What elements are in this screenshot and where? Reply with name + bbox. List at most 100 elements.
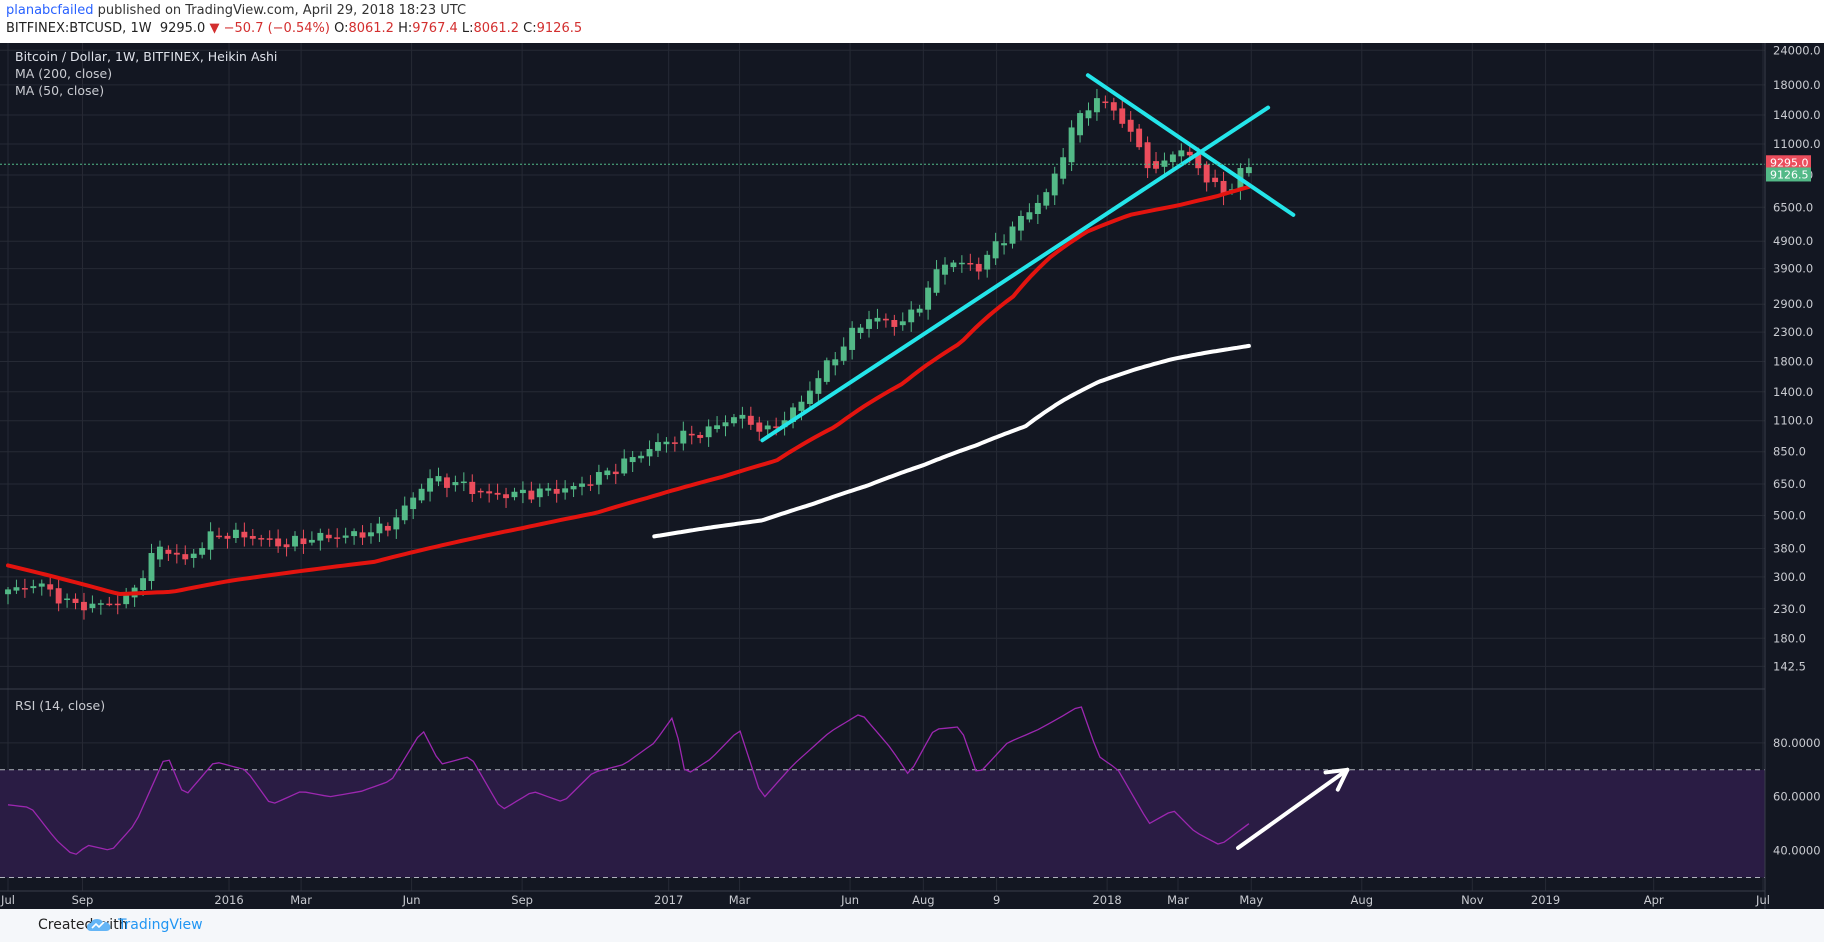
rsi-tick-label: 40.0000 — [1773, 844, 1821, 858]
candle — [519, 481, 526, 504]
price-axis[interactable]: 24000.018000.014000.011000.08500.06500.0… — [1773, 43, 1821, 673]
time-tick-label: Mar — [729, 893, 751, 907]
candle — [384, 522, 391, 537]
candle — [1060, 148, 1067, 185]
candle — [823, 357, 830, 385]
candle — [165, 545, 172, 562]
candle — [460, 472, 467, 492]
candle — [114, 594, 121, 615]
trendline[interactable] — [1085, 73, 1296, 217]
candle — [815, 370, 822, 404]
price-tick-label: 2300.0 — [1773, 325, 1813, 339]
candle — [334, 528, 341, 548]
price-change: −50.7 (−0.54%) — [223, 21, 330, 36]
candle — [427, 469, 434, 502]
close-label: C: — [523, 21, 537, 36]
candle — [950, 260, 957, 272]
trendlines — [760, 73, 1296, 443]
price-tick-label: 650.0 — [1773, 477, 1806, 491]
candle — [1169, 151, 1176, 169]
tradingview-brand-link[interactable]: TradingView — [118, 917, 203, 933]
candle — [604, 467, 611, 480]
candle — [503, 487, 509, 508]
rsi-line — [7, 706, 1250, 855]
open-value: 8061.2 — [348, 21, 394, 36]
candle — [1220, 171, 1227, 206]
price-tick-label: 4900.0 — [1773, 234, 1813, 248]
tradingview-cloud-icon — [87, 919, 111, 931]
time-tick-label: Jun — [840, 893, 859, 907]
candle — [1136, 124, 1143, 150]
candle — [697, 431, 704, 444]
candle — [621, 449, 628, 476]
legend-title: Bitcoin / Dollar, 1W, BITFINEX, Heikin A… — [15, 49, 277, 64]
candle — [1153, 152, 1159, 174]
price-tick-label: 850.0 — [1773, 445, 1806, 459]
candle — [1077, 110, 1084, 143]
high-label: H: — [398, 21, 413, 36]
close-value: 9126.5 — [536, 21, 583, 36]
time-axis[interactable]: Jul Sep 2016 Mar Jun Sep 2017 Mar Jun Aug 9 2018 Mar… — [0, 893, 1770, 907]
price-tick-label: 2900.0 — [1773, 297, 1813, 311]
candle — [30, 579, 37, 594]
candle — [511, 487, 518, 501]
candle — [730, 413, 737, 427]
arrow-head — [1335, 767, 1350, 792]
price-tick-label: 1800.0 — [1773, 355, 1813, 369]
candle — [410, 492, 417, 520]
price-tick-label: 14000.0 — [1773, 108, 1821, 122]
time-tick-label: May — [1239, 893, 1263, 907]
time-tick-label: 9 — [993, 893, 1000, 907]
candle — [368, 523, 374, 544]
candle — [13, 579, 20, 594]
price-tick-label: 3900.0 — [1773, 262, 1813, 276]
candle — [249, 528, 256, 546]
candle — [190, 548, 197, 568]
candle — [342, 527, 349, 544]
candle — [317, 528, 324, 551]
price-tick-label: 1400.0 — [1773, 385, 1813, 399]
candle — [325, 528, 332, 543]
candle — [283, 538, 290, 557]
candle — [612, 463, 619, 485]
candle — [933, 260, 940, 296]
candle — [891, 314, 898, 336]
candle — [1051, 166, 1058, 206]
time-tick-label: Nov — [1461, 893, 1484, 907]
arrow-shaft[interactable] — [1236, 767, 1350, 850]
candle — [916, 304, 923, 317]
candle — [1119, 99, 1126, 128]
candle — [64, 593, 71, 608]
rsi-band-lines — [0, 769, 1765, 879]
author-link[interactable]: planabcfailed — [6, 3, 94, 18]
candle — [1018, 210, 1024, 241]
candle — [764, 420, 771, 437]
legend-ma200: MA (200, close) — [15, 66, 112, 81]
price-tick-label: 230.0 — [1773, 602, 1806, 616]
candle — [975, 257, 982, 280]
candle — [1043, 188, 1050, 210]
candle — [401, 496, 408, 525]
rsi-band — [0, 769, 1765, 878]
candle — [55, 579, 62, 612]
candle — [232, 522, 239, 543]
candle — [376, 516, 383, 542]
trendline[interactable] — [760, 105, 1271, 443]
candle — [536, 483, 543, 507]
candle — [72, 593, 79, 610]
chart-canvas[interactable]: 24000.018000.014000.011000.08500.06500.0… — [0, 43, 1824, 909]
published-text: published on TradingView.com, April 29, … — [97, 3, 467, 18]
candle — [882, 313, 889, 328]
candle — [148, 543, 155, 590]
candle — [528, 481, 535, 504]
price-tick-label: 1100.0 — [1773, 414, 1813, 428]
rsi-axis[interactable]: 80.0000 60.0000 40.0000 — [1773, 736, 1821, 858]
legend-ma50: MA (50, close) — [15, 83, 104, 98]
time-tick-label: Apr — [1644, 893, 1664, 907]
candle — [494, 483, 501, 500]
candle — [452, 475, 459, 492]
candle — [790, 403, 796, 429]
candle — [967, 253, 974, 271]
candle — [47, 575, 54, 597]
